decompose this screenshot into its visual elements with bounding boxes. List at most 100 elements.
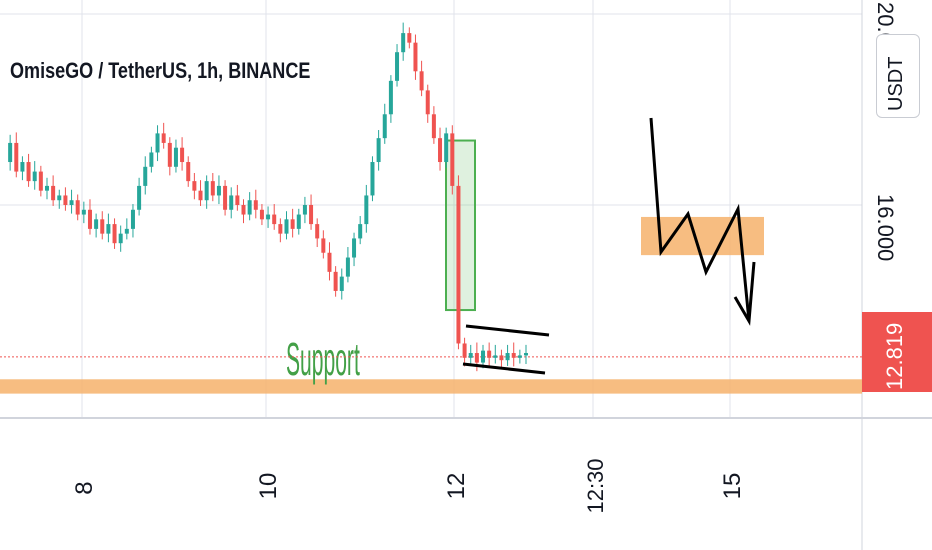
candle-body <box>517 355 522 358</box>
candle <box>247 192 252 221</box>
pennant-upper-line <box>465 324 550 337</box>
candle <box>69 189 74 214</box>
candle <box>173 139 178 173</box>
candle <box>20 156 25 181</box>
support-label: Support <box>286 334 360 385</box>
candle-body <box>321 238 326 253</box>
candle-body <box>419 71 424 91</box>
chart-title: OmiseGO / TetherUS, 1h, BINANCE <box>10 58 311 83</box>
candle-body <box>290 219 295 229</box>
candle <box>198 180 203 206</box>
candle-body <box>499 355 504 361</box>
candle <box>278 218 283 243</box>
candle <box>493 344 498 364</box>
candle-body <box>333 271 338 291</box>
candle <box>100 211 105 240</box>
candle-body <box>382 114 387 139</box>
candle-body <box>118 233 123 244</box>
candle-body <box>259 209 264 220</box>
candle <box>167 137 172 176</box>
candle <box>14 132 19 178</box>
candle-body <box>407 33 412 43</box>
currency-unit-button[interactable]: USDT <box>876 34 920 118</box>
candle-body <box>69 200 74 205</box>
candle <box>124 218 129 240</box>
candle-body <box>296 214 301 229</box>
candle-body <box>468 353 473 358</box>
candle <box>315 218 320 248</box>
candle <box>272 204 277 230</box>
candle <box>456 175 461 350</box>
time-axis[interactable]: 8 10 12 12:30 15 <box>71 458 746 513</box>
candle <box>38 165 43 197</box>
candle <box>345 247 350 283</box>
candle-body <box>210 181 215 196</box>
candle <box>186 156 191 187</box>
candle <box>137 177 142 216</box>
candle <box>444 127 449 168</box>
candle <box>407 27 412 49</box>
candle-body <box>198 190 203 201</box>
candle <box>487 342 492 367</box>
candle <box>259 204 264 226</box>
candle-body <box>8 142 13 163</box>
x-tick-8: 8 <box>71 481 98 494</box>
candle <box>229 187 234 219</box>
candle-body <box>456 185 461 344</box>
candle-body <box>94 219 99 229</box>
candle <box>223 180 228 216</box>
candle-body <box>474 353 479 363</box>
candle <box>425 84 430 123</box>
candle <box>75 194 80 221</box>
candle-body <box>229 195 234 210</box>
candle <box>216 175 221 205</box>
candle <box>8 134 13 171</box>
candle-body <box>315 224 320 239</box>
candle <box>296 208 301 235</box>
candle <box>505 344 510 366</box>
candle <box>210 173 215 202</box>
drawings[interactable] <box>462 117 756 375</box>
candle <box>481 344 486 369</box>
candle-body <box>284 219 289 234</box>
candle <box>358 215 363 245</box>
candle-body <box>44 185 49 191</box>
candle <box>370 156 375 202</box>
support-zone <box>0 379 862 394</box>
candle <box>388 75 393 123</box>
candle <box>130 204 135 238</box>
candle <box>112 218 117 249</box>
vertical-grid <box>81 0 731 418</box>
candle-body <box>364 195 369 225</box>
last-price-label: 12.819 <box>882 322 907 390</box>
x-tick-10: 10 <box>255 473 282 500</box>
candle-body <box>511 353 516 358</box>
candle-body <box>180 147 185 163</box>
candle-body <box>272 214 277 225</box>
candle <box>321 230 326 259</box>
candle <box>235 184 240 211</box>
candle-body <box>204 181 209 201</box>
candle-body <box>167 142 172 167</box>
candle <box>51 175 56 206</box>
candle-body <box>431 114 436 139</box>
candle <box>284 211 289 240</box>
candle-body <box>370 162 375 196</box>
candle <box>63 187 68 211</box>
candle <box>376 130 381 171</box>
candle-body <box>38 171 43 191</box>
candle-body <box>505 353 510 361</box>
x-tick-12: 12 <box>443 473 470 500</box>
candle <box>143 156 148 195</box>
candle-body <box>63 195 68 205</box>
candle-body <box>462 343 467 358</box>
last-price-tag: 12.819 <box>862 312 932 392</box>
candle <box>106 213 111 243</box>
candle-body <box>395 52 400 81</box>
candle <box>401 22 406 61</box>
candle <box>327 242 332 281</box>
candle <box>333 266 338 297</box>
candle-body <box>345 257 350 277</box>
candle <box>155 125 160 162</box>
x-tick-15: 15 <box>719 473 746 500</box>
